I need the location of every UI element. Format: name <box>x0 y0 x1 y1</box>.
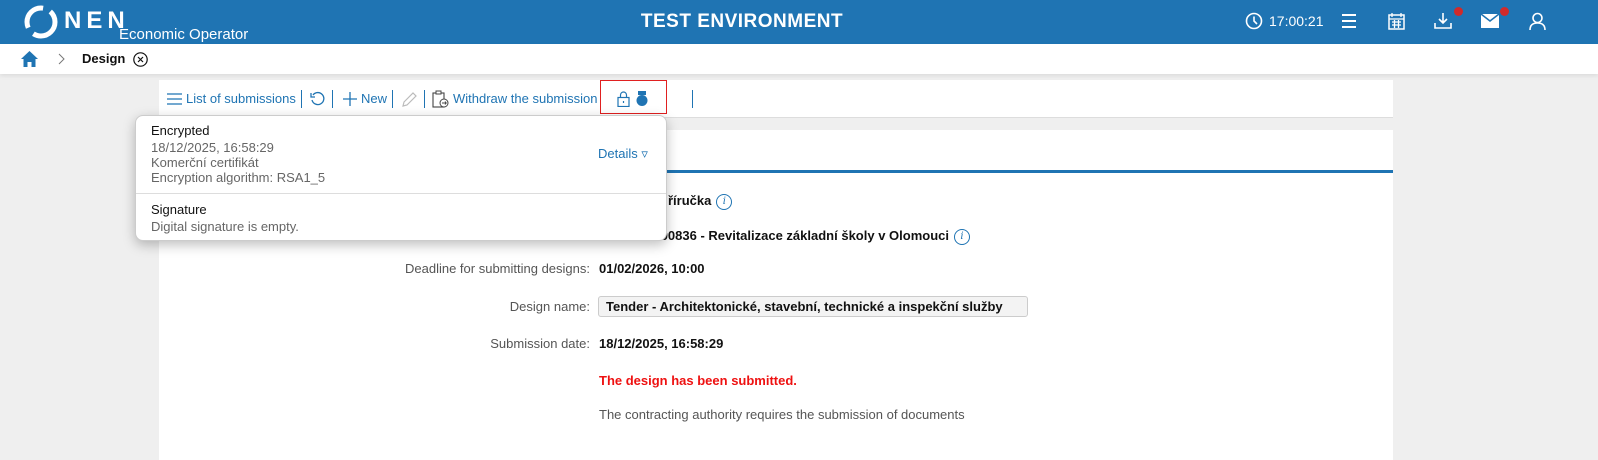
refresh-icon[interactable] <box>310 91 326 107</box>
mail-notification-badge <box>1500 7 1509 16</box>
mail-icon[interactable] <box>1481 14 1499 28</box>
separator <box>692 90 693 108</box>
edit-pencil-icon[interactable] <box>401 91 418 108</box>
contract-text: 00000836 - Revitalizace základní školy v… <box>639 228 949 243</box>
close-tab-icon[interactable] <box>133 52 148 67</box>
signature-seal-icon[interactable] <box>636 91 648 106</box>
encrypted-title: Encrypted <box>151 123 210 138</box>
new-button[interactable]: New <box>361 91 388 106</box>
design-name-label: Design name: <box>509 299 590 314</box>
separator <box>424 90 425 108</box>
separator <box>332 90 333 108</box>
separator <box>301 90 302 108</box>
authority-note: The contracting authority requires the s… <box>599 407 965 422</box>
security-popover: Encrypted 18/12/2025, 16:58:29 Komerční … <box>135 115 667 241</box>
breadcrumb: Design <box>0 44 1598 74</box>
chevron-right-icon <box>58 53 65 65</box>
list-of-submissions-button[interactable]: List of submissions <box>186 91 296 106</box>
logo-text: NEN <box>64 7 130 34</box>
encrypted-date: 18/12/2025, 16:58:29 <box>151 140 274 155</box>
tab-underline <box>159 170 1393 173</box>
nen-logo-icon[interactable] <box>24 5 58 39</box>
home-icon[interactable] <box>21 51 38 67</box>
certificate-type: Komerční certifikát <box>151 155 259 170</box>
environment-label: TEST ENVIRONMENT <box>640 11 844 32</box>
top-header: NEN Economic Operator TEST ENVIRONMENT 1… <box>0 0 1598 44</box>
portal-subtitle: Economic Operator <box>119 26 249 43</box>
download-notification-badge <box>1454 7 1463 16</box>
menu-icon[interactable] <box>1341 13 1357 29</box>
security-status-highlight[interactable] <box>600 80 667 114</box>
lock-icon[interactable] <box>617 91 630 107</box>
row1-text: říručka <box>668 193 712 208</box>
design-name-field[interactable]: Tender - Architektonické, stavební, tech… <box>598 296 1028 317</box>
deadline-value: 01/02/2026, 10:00 <box>599 261 705 276</box>
calendar-icon[interactable] <box>1388 12 1405 30</box>
row1-value: říručka i <box>668 193 733 210</box>
separator <box>392 90 393 108</box>
submission-date-label: Submission date: <box>490 336 590 351</box>
contract-value: 00000836 - Revitalizace základní školy v… <box>639 228 970 245</box>
info-icon[interactable]: i <box>716 193 733 210</box>
deadline-label: Deadline for submitting designs: <box>405 261 590 276</box>
plus-icon <box>343 92 357 106</box>
download-icon[interactable] <box>1434 12 1452 30</box>
encryption-algorithm: Encryption algorithm: RSA1_5 <box>151 170 326 185</box>
breadcrumb-current[interactable]: Design <box>82 51 126 66</box>
info-icon[interactable]: i <box>954 228 970 245</box>
signature-status: Digital signature is empty. <box>151 219 299 234</box>
list-icon <box>167 93 182 105</box>
toolbar: List of submissions New Withdraw the sub… <box>159 80 1393 118</box>
session-time: 17:00:21 <box>1269 13 1324 29</box>
divider <box>136 193 666 194</box>
submission-date-value: 18/12/2025, 16:58:29 <box>599 336 724 351</box>
withdraw-submission-button[interactable]: Withdraw the submission <box>453 91 598 106</box>
withdraw-clipboard-icon <box>432 90 449 108</box>
user-icon[interactable] <box>1529 12 1546 31</box>
signature-title: Signature <box>151 202 207 217</box>
clock-icon <box>1245 12 1263 30</box>
submission-status: The design has been submitted. <box>599 373 797 388</box>
details-toggle[interactable]: Details ▿ <box>598 146 648 161</box>
